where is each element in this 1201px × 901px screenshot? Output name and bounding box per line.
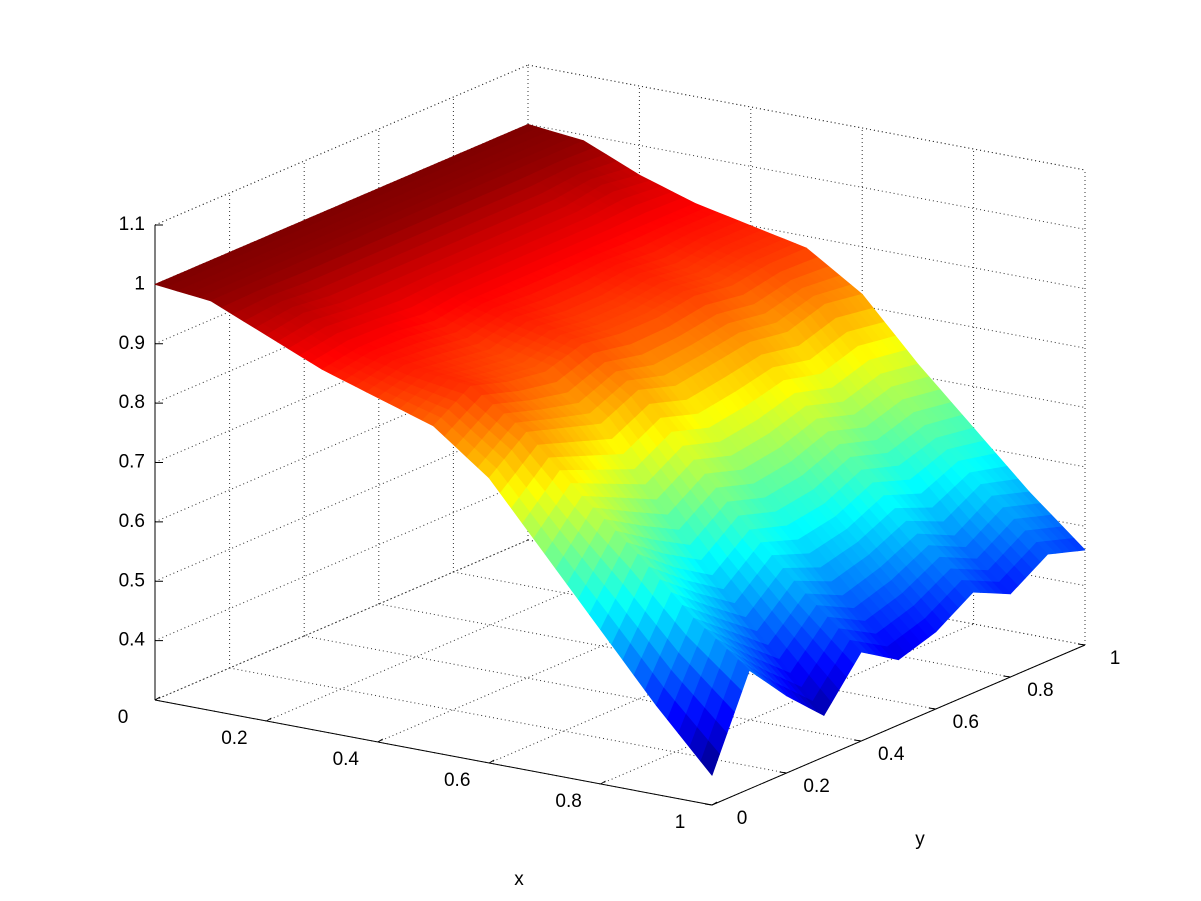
- y-tick-label: 1: [1110, 648, 1121, 669]
- surface-patch: [700, 740, 720, 776]
- z-tick-label: 1.1: [119, 214, 145, 235]
- grid-line: [527, 302, 1086, 408]
- tick-mark: [928, 707, 936, 710]
- z-tick-label: 0.6: [119, 511, 145, 532]
- y-axis-label: y: [915, 829, 925, 850]
- y-tick-label: 0.2: [803, 776, 829, 797]
- tick-mark: [600, 780, 606, 785]
- grid-line: [527, 64, 1086, 171]
- grid-line: [304, 635, 862, 742]
- tick-mark: [779, 771, 787, 774]
- tick-mark: [154, 696, 161, 701]
- x-axis: [154, 699, 713, 806]
- x-tick-label: 0.2: [221, 728, 247, 749]
- y-tick-label: 0: [737, 808, 748, 829]
- tick-mark: [488, 759, 495, 764]
- tick-mark: [377, 738, 384, 743]
- y-tick-label: 0.8: [1027, 680, 1053, 701]
- grid-line: [527, 123, 1086, 230]
- x-tick-label: 0.6: [444, 770, 470, 791]
- x-tick-label: 0.4: [333, 749, 360, 770]
- z-tick-label: 0.5: [119, 570, 145, 591]
- grid-line: [453, 571, 1011, 678]
- x-axis-label: x: [514, 869, 524, 890]
- tick-mark: [266, 717, 272, 722]
- z-tick-label: 0.4: [119, 630, 146, 651]
- grid-line: [378, 603, 936, 710]
- tick-mark: [1077, 643, 1086, 646]
- y-axis: [711, 644, 1086, 806]
- z-tick-label: 0.8: [119, 392, 145, 413]
- z-tick-label: 1: [134, 273, 145, 294]
- z-tick-label: 0.9: [119, 333, 145, 354]
- z-tick-label: 0.7: [119, 452, 145, 473]
- y-tick-label: 0.6: [953, 712, 979, 733]
- y-tick-label: 0.4: [878, 744, 905, 765]
- grid-line: [527, 242, 1086, 349]
- x-tick-label: 0: [118, 707, 129, 728]
- x-tick-label: 1: [675, 812, 686, 833]
- grid-line: [527, 539, 1086, 646]
- grid-line: [229, 667, 787, 774]
- tick-mark: [1003, 675, 1011, 678]
- tick-mark: [854, 739, 862, 742]
- x-tick-label: 0.8: [555, 791, 581, 812]
- grid-line: [527, 183, 1086, 290]
